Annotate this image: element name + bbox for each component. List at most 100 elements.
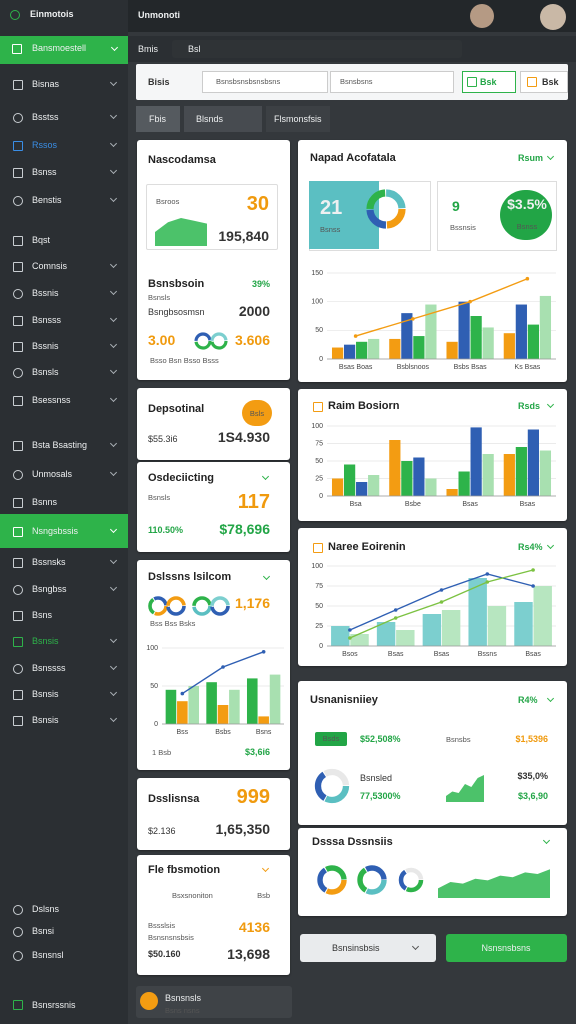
bar xyxy=(376,622,396,646)
text: Bsnsls xyxy=(32,367,59,377)
donut-arc xyxy=(194,332,212,350)
bar xyxy=(368,338,380,359)
bar xyxy=(344,344,356,359)
y-tick-label: 25 xyxy=(315,623,323,630)
icon xyxy=(13,262,23,272)
avatar[interactable] xyxy=(470,4,494,28)
button[interactable] xyxy=(520,71,568,93)
donut-icon xyxy=(210,332,228,350)
point xyxy=(393,608,398,612)
icon xyxy=(13,498,23,508)
selected-nav[interactable] xyxy=(0,514,128,548)
bar xyxy=(331,626,350,646)
point xyxy=(221,665,225,669)
text: Bssnis xyxy=(32,341,59,351)
text: Bsnsbsns xyxy=(340,77,373,86)
text: Einmotois xyxy=(30,9,74,19)
donut-arc xyxy=(210,332,228,350)
bar xyxy=(533,586,552,646)
point xyxy=(468,299,472,304)
chart: 0 25 50 75 100 Bsa Bsbe Bsas Bsas xyxy=(311,423,556,508)
y-tick-label: 100 xyxy=(311,423,323,430)
bar xyxy=(514,602,533,646)
chart: 0 25 50 75 100 Bsos Bsas Bsas Bssns Bsas xyxy=(311,563,556,658)
bar xyxy=(350,634,369,646)
bar xyxy=(487,606,507,646)
icon xyxy=(13,716,23,726)
text: Bsnsnsls xyxy=(165,993,202,1003)
text: Usnanisniiey xyxy=(310,694,378,706)
donut-icon xyxy=(166,596,186,616)
x-tick-label: Bsa xyxy=(350,501,362,508)
y-tick-label: 25 xyxy=(315,475,323,482)
bar xyxy=(482,327,494,359)
avatar xyxy=(140,992,158,1010)
text: Bsnsis xyxy=(32,715,59,725)
text: Nsngsbssis xyxy=(32,526,79,536)
search-box[interactable] xyxy=(172,40,462,58)
bar xyxy=(177,701,188,724)
tab[interactable] xyxy=(136,106,180,132)
action-button[interactable] xyxy=(446,934,567,962)
text: 999 xyxy=(236,786,270,808)
x-tick-label: Bssns xyxy=(478,651,498,658)
text: $1,5396 xyxy=(515,734,548,744)
text: 1,65,350 xyxy=(215,821,271,837)
input[interactable] xyxy=(330,71,454,93)
donut-arc xyxy=(210,596,230,616)
sparkline xyxy=(446,775,484,802)
icon xyxy=(10,10,20,20)
text: Bsnsled xyxy=(360,773,393,783)
bar xyxy=(368,475,380,496)
text: 4136 xyxy=(238,919,270,935)
bar xyxy=(344,464,356,496)
text: R4% xyxy=(518,695,538,705)
bar xyxy=(527,429,539,496)
x-tick-label: Bsos xyxy=(342,651,358,658)
text: Bsngbss xyxy=(32,584,67,594)
oval xyxy=(500,190,552,240)
y-tick-label: 50 xyxy=(315,458,323,465)
decision-card xyxy=(137,462,290,552)
icon xyxy=(13,289,23,299)
icon xyxy=(13,558,23,568)
y-tick-label: 50 xyxy=(315,603,323,610)
text: Dslssns lsilcom xyxy=(148,571,232,583)
avatar[interactable] xyxy=(540,4,566,30)
tab[interactable] xyxy=(266,106,330,132)
y-tick-label: 0 xyxy=(319,643,323,650)
text: 13,698 xyxy=(227,946,270,962)
text: Bsb xyxy=(257,891,270,900)
x-tick-label: Bsbs xyxy=(215,729,231,736)
bar xyxy=(515,447,527,496)
text: 9 xyxy=(452,198,460,214)
text: Blsnds xyxy=(196,114,224,124)
button[interactable] xyxy=(462,71,516,93)
text: Bisnas xyxy=(32,79,60,89)
bar xyxy=(217,705,229,724)
text: $55.3i6 xyxy=(148,434,178,444)
input[interactable] xyxy=(202,71,328,93)
icon xyxy=(13,236,23,246)
donut-arc xyxy=(398,867,424,893)
text: 39% xyxy=(251,279,270,289)
donut-arc xyxy=(314,768,350,804)
text: Bsnss xyxy=(32,167,57,177)
text: Osdeciicting xyxy=(148,472,215,484)
donut-arc xyxy=(398,867,424,893)
text: Bmis xyxy=(138,44,158,54)
text: Dsssa Dssnsiis xyxy=(312,836,393,848)
text: Bsnsi xyxy=(32,926,55,936)
donut-icon xyxy=(357,865,387,895)
bar xyxy=(413,336,425,359)
donut-arc xyxy=(166,596,186,616)
donut-arc xyxy=(357,865,387,895)
chart: 0 50 100 Bss Bsbs Bsns xyxy=(146,645,284,736)
deposit-card xyxy=(137,388,290,460)
search-field[interactable] xyxy=(300,934,436,962)
tab[interactable] xyxy=(184,106,262,132)
bar xyxy=(446,341,458,359)
donut-arc xyxy=(148,596,168,616)
x-tick-label: Bsbe xyxy=(405,501,421,508)
y-tick-label: 100 xyxy=(311,563,323,570)
